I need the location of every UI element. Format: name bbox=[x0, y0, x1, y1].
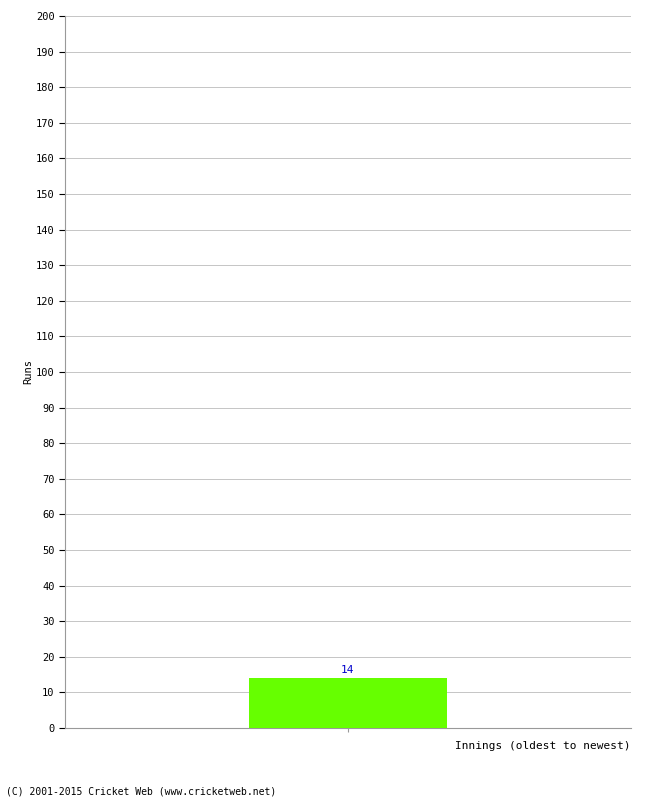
Y-axis label: Runs: Runs bbox=[23, 359, 33, 385]
Text: (C) 2001-2015 Cricket Web (www.cricketweb.net): (C) 2001-2015 Cricket Web (www.cricketwe… bbox=[6, 786, 277, 796]
Bar bbox=[249, 678, 447, 728]
Text: 14: 14 bbox=[341, 665, 354, 674]
X-axis label: Innings (oldest to newest): Innings (oldest to newest) bbox=[455, 741, 630, 751]
